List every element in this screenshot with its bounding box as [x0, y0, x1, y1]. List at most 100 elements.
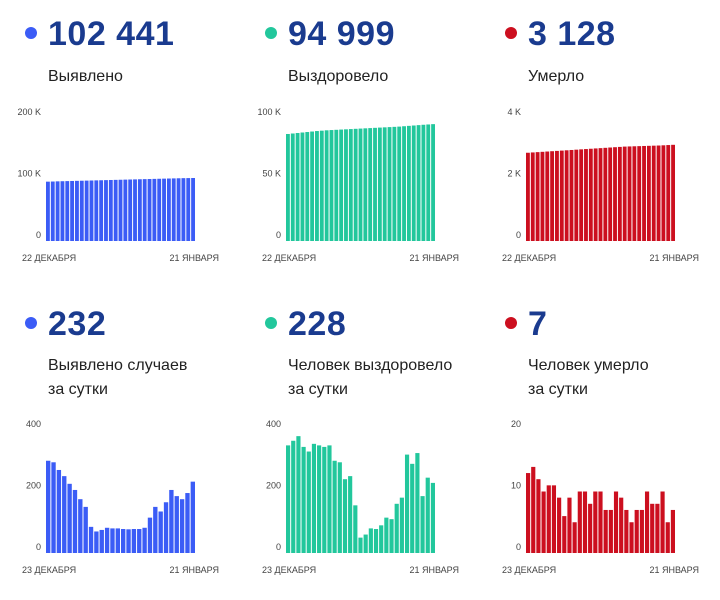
bar — [399, 497, 404, 553]
bar — [656, 145, 661, 241]
bar — [332, 460, 337, 553]
panel-deaths: 3 128 Умерло 0 2 K 4 K 22 ДЕКАБРЯ 21 ЯНВАРЯ — [480, 0, 720, 290]
panel-label-line1: Выявлено случаев — [48, 357, 188, 374]
bar — [115, 528, 120, 553]
bar — [89, 180, 94, 241]
bar — [368, 128, 373, 241]
bar — [126, 529, 131, 553]
bar — [72, 489, 78, 553]
bar — [598, 148, 603, 241]
x-tick-label-end: 21 ЯНВАРЯ — [169, 253, 219, 263]
bar — [108, 179, 113, 241]
panel-recovered-daily: 228 Человек выздоровело за сутки 0 200 400… — [240, 300, 480, 600]
bar — [387, 127, 392, 241]
x-tick-label-end: 21 ЯНВАРЯ — [409, 253, 459, 263]
big-number: 232 — [48, 305, 107, 343]
bar — [613, 147, 617, 241]
bar — [118, 179, 123, 241]
bar — [598, 491, 603, 553]
bar — [415, 453, 420, 553]
bar — [46, 460, 51, 553]
bar — [286, 133, 290, 241]
bar — [567, 497, 572, 553]
bar — [137, 529, 142, 553]
bar — [608, 147, 613, 241]
bar — [131, 529, 137, 553]
bar — [639, 509, 644, 553]
bar — [171, 178, 176, 241]
y-tick-label: 0 — [276, 542, 281, 552]
bar — [619, 497, 624, 553]
y-tick-label: 200 K — [17, 107, 41, 117]
bar — [660, 491, 665, 553]
bar — [584, 149, 588, 241]
bar — [389, 519, 394, 553]
bar — [46, 181, 50, 241]
bar — [526, 152, 530, 241]
bar — [624, 509, 629, 553]
x-tick-label-end: 21 ЯНВАРЯ — [409, 565, 459, 575]
bar — [651, 145, 656, 241]
bar — [317, 445, 322, 554]
bar — [546, 485, 551, 553]
bar — [530, 152, 535, 241]
bar — [99, 529, 104, 553]
bar — [421, 124, 426, 241]
bar — [377, 127, 382, 241]
y-tick-label: 0 — [36, 542, 41, 552]
bar — [526, 473, 531, 553]
bar — [121, 529, 126, 553]
y-tick-label: 100 K — [257, 107, 281, 117]
bar — [588, 148, 593, 241]
bar — [190, 481, 195, 553]
bar — [634, 509, 639, 553]
bar — [551, 485, 557, 553]
bar — [646, 145, 651, 241]
panel-detected: 102 441 Выявлено 0 100 K 200 K 22 ДЕКАБРЯ 21… — [0, 0, 240, 290]
bar — [83, 506, 88, 554]
bar — [147, 517, 153, 553]
bar — [665, 522, 670, 553]
bar — [655, 503, 660, 553]
bar — [75, 180, 79, 241]
bar — [559, 150, 564, 241]
panel-label: Выздоровело — [288, 68, 389, 85]
x-tick-label-start: 23 ДЕКАБРЯ — [22, 565, 76, 575]
bar — [70, 180, 75, 241]
x-tick-label-start: 23 ДЕКАБРЯ — [502, 565, 556, 575]
bar — [557, 497, 562, 553]
bar — [666, 145, 671, 241]
bar — [162, 178, 166, 241]
bar — [536, 479, 541, 553]
panel-deaths-daily: 7 Человек умерло за сутки 0 10 20 23 ДЕКАБР… — [480, 300, 720, 600]
bar — [397, 126, 402, 241]
bar — [363, 534, 368, 553]
bar — [637, 146, 642, 241]
y-tick-label: 2 K — [507, 169, 521, 179]
bar — [373, 127, 377, 241]
bar — [402, 126, 406, 241]
y-tick-label: 0 — [276, 230, 281, 240]
bar — [311, 443, 317, 553]
series-dot — [265, 27, 277, 39]
bar — [613, 491, 619, 553]
bar — [379, 525, 384, 553]
bar — [588, 503, 593, 553]
bar — [329, 130, 334, 241]
bar — [411, 125, 416, 241]
bar — [290, 133, 295, 241]
x-tick-label-end: 21 ЯНВАРЯ — [649, 253, 699, 263]
bar — [300, 132, 305, 241]
bar — [384, 517, 389, 553]
panel-label-line2: за сутки — [288, 381, 348, 398]
bar — [176, 178, 181, 241]
panel-label-line2: за сутки — [528, 381, 588, 398]
bar — [174, 496, 179, 553]
bar — [301, 446, 306, 553]
bar — [186, 178, 191, 241]
bar — [104, 527, 110, 553]
bar — [94, 531, 99, 553]
bar — [104, 180, 108, 241]
bar — [382, 127, 387, 241]
chart: 0 200 400 23 ДЕКАБРЯ 21 ЯНВАРЯ — [22, 419, 219, 575]
